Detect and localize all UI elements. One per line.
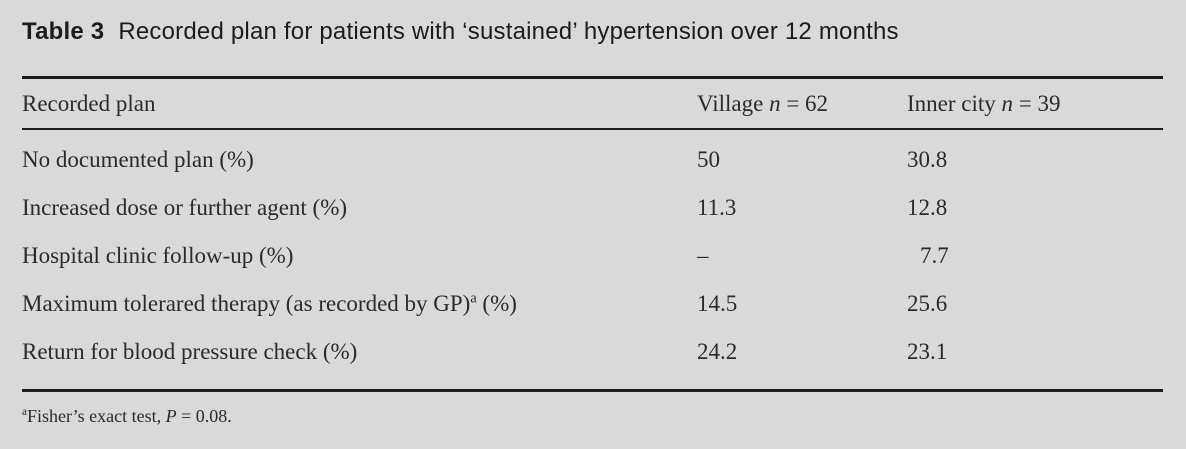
table-row: Maximum tolerared therapy (as recorded b…: [22, 280, 1163, 328]
table-caption-text: Recorded plan for patients with ‘sustain…: [118, 18, 899, 45]
table-footnote: aFisher’s exact test, P = 0.08.: [22, 405, 1163, 428]
data-table: Recorded plan Village n = 62 Inner city …: [22, 76, 1163, 392]
footnote-ref-marker: a: [470, 290, 477, 307]
table-row: Increased dose or further agent (%) 11.3 1…: [22, 184, 1163, 232]
n-variable: n: [1001, 90, 1014, 116]
footnote-text-after: = 0.08.: [176, 406, 232, 426]
table-row: Hospital clinic follow-up (%) – 7.7: [22, 232, 1163, 280]
inner-city-value-cell: 30.8: [907, 147, 948, 172]
village-value-cell: 24.2: [697, 339, 738, 364]
plan-label-cell: Hospital clinic follow-up (%): [22, 243, 294, 268]
village-value-cell: 14.5: [697, 291, 738, 316]
inner-city-value-cell: 25.6: [907, 291, 948, 316]
n-variable: n: [769, 90, 781, 116]
footnote-text-before: Fisher’s exact test,: [26, 406, 166, 426]
plan-label-cell: Maximum tolerared therapy (as recorded b…: [22, 290, 517, 316]
table-header: Recorded plan Village n = 62 Inner city …: [22, 77, 1163, 130]
header-row: Recorded plan Village n = 62 Inner city …: [22, 77, 1163, 130]
inner-city-value-cell: 12.8: [907, 195, 948, 220]
inner-city-value-cell: 23.1: [907, 339, 948, 364]
plan-label-cell: Return for blood pressure check (%): [22, 339, 358, 364]
inner-city-value-cell: 7.7: [920, 243, 949, 268]
plan-label-cell: No documented plan (%): [22, 147, 254, 172]
table-row: No documented plan (%) 50 30.8: [22, 129, 1163, 184]
footnote-p-variable: P: [165, 406, 177, 426]
column-header-inner-city: Inner city n = 39: [907, 77, 1163, 130]
column-header-village: Village n = 62: [697, 77, 907, 130]
table-body: No documented plan (%) 50 30.8 Increased do…: [22, 129, 1163, 391]
table-number: Table 3: [22, 18, 105, 45]
village-value-cell: 50: [697, 147, 720, 172]
village-value-cell: –: [697, 243, 709, 268]
table-caption: Table 3 Recorded plan for patients with ‘…: [22, 16, 1163, 48]
table-row: Return for blood pressure check (%) 24.2 2…: [22, 328, 1163, 391]
column-header-recorded-plan: Recorded plan: [22, 77, 697, 130]
plan-label-cell: Increased dose or further agent (%): [22, 195, 348, 220]
footnote-marker: a: [22, 406, 27, 418]
village-value-cell: 11.3: [697, 195, 737, 220]
